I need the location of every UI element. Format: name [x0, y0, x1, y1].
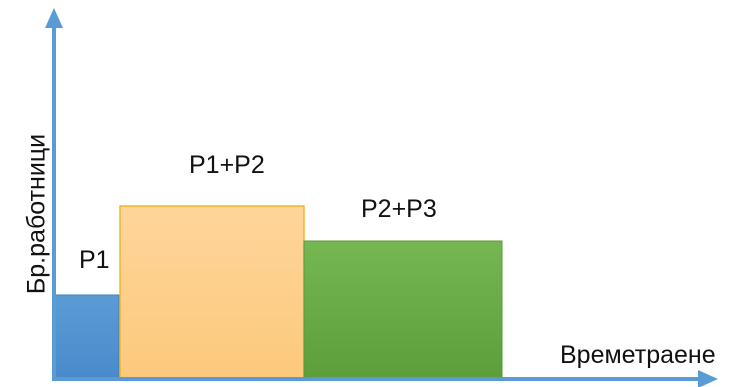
y-axis-arrow [45, 8, 63, 28]
x-axis-label: Времетраене [560, 341, 716, 369]
block-p2-p3 [303, 240, 503, 380]
block-p1-p2 [119, 205, 305, 380]
block-label-p1-p2: P1+P2 [189, 151, 265, 179]
x-axis-arrow [698, 370, 718, 387]
y-axis-label: Бр.работници [22, 133, 51, 295]
block-p1 [54, 294, 120, 380]
block-label-p2-p3: P2+P3 [361, 195, 437, 223]
block-label-p1: P1 [79, 246, 110, 274]
